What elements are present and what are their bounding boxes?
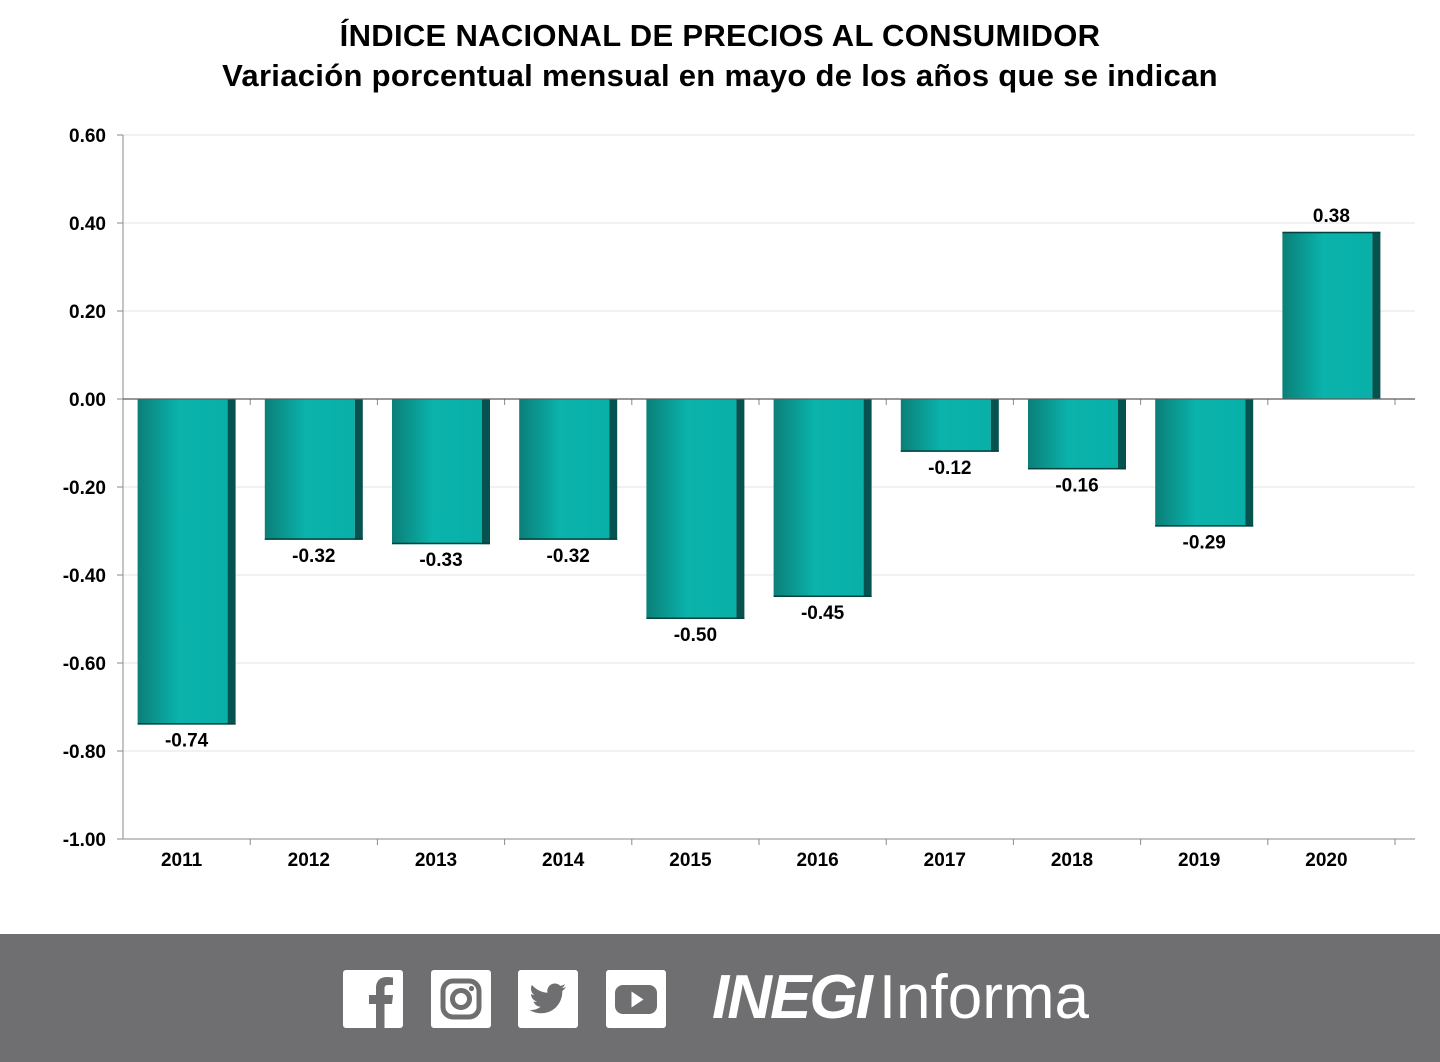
chart-subtitle: Variación porcentual mensual en mayo de …: [222, 58, 1218, 93]
chart-title: ÍNDICE NACIONAL DE PRECIOS AL CONSUMIDOR: [339, 18, 1101, 53]
bar-side: [1245, 399, 1254, 527]
bar-2017: [900, 399, 999, 452]
bar-face: [1028, 399, 1118, 470]
bar-2012: [264, 399, 363, 540]
chart-titles: ÍNDICE NACIONAL DE PRECIOS AL CONSUMIDOR…: [0, 16, 1440, 96]
x-tick-label: 2015: [669, 850, 712, 871]
bar-side: [1118, 399, 1126, 470]
bar-chart: 0.60 0.40 0.20 0.00 -0.20 -0.40 -0.60 -0.80 -1.0…: [63, 126, 1415, 871]
y-tick-label: -0.40: [63, 566, 106, 587]
bar-face: [264, 399, 355, 540]
bar-edge: [392, 542, 490, 545]
data-label: -0.32: [547, 546, 590, 567]
bar-2020: [1282, 231, 1381, 399]
data-label: -0.16: [1055, 475, 1098, 496]
bar-2018: [1028, 399, 1126, 470]
bar-2013: [392, 399, 490, 545]
bar-face: [137, 399, 228, 725]
bar-face: [900, 399, 991, 452]
y-tick-label: 0.40: [69, 214, 106, 235]
footer-bar: INEGI Informa: [0, 934, 1440, 1062]
data-label: -0.74: [165, 731, 209, 752]
bar-edge: [1155, 525, 1254, 527]
x-tick-label: 2018: [1051, 850, 1093, 871]
y-tick-label: -0.20: [63, 478, 106, 499]
data-label: 0.38: [1313, 206, 1350, 227]
y-tick-label: 0.60: [69, 126, 106, 147]
bar-side: [990, 399, 999, 452]
bar-side: [609, 399, 618, 540]
bar-edge: [137, 723, 236, 725]
bar-edge: [1282, 231, 1381, 234]
twitter-icon[interactable]: [518, 970, 578, 1028]
bar-side: [1372, 231, 1381, 399]
x-tick-label: 2019: [1178, 850, 1220, 871]
x-tick-label: 2016: [796, 850, 838, 871]
bar-edge: [646, 617, 745, 619]
youtube-icon[interactable]: [606, 970, 666, 1028]
bars: [137, 231, 1381, 725]
x-tick-label: 2020: [1305, 850, 1347, 871]
y-tick-label: -1.00: [63, 830, 106, 851]
bar-2019: [1155, 399, 1254, 527]
bar-2011: [137, 399, 236, 725]
bar-face: [773, 399, 864, 597]
y-tick-label: 0.20: [69, 302, 106, 323]
labels: 0.60 0.40 0.20 0.00 -0.20 -0.40 -0.60 -0.80 -1.0…: [63, 126, 1350, 871]
bar-face: [519, 399, 610, 540]
bar-2014: [519, 399, 618, 540]
data-label: -0.12: [928, 458, 971, 479]
bar-face: [392, 399, 482, 545]
bar-2016: [773, 399, 872, 597]
bar-edge: [264, 538, 363, 540]
bar-edge: [519, 538, 618, 540]
bar-side: [482, 399, 490, 545]
y-tick-label: -0.80: [63, 742, 106, 763]
bar-2015: [646, 399, 745, 619]
axes: [117, 134, 1415, 845]
data-label: -0.29: [1183, 533, 1226, 554]
x-tick-label: 2013: [415, 850, 457, 871]
brand-informa: Informa: [878, 963, 1090, 1032]
bar-side: [227, 399, 236, 725]
brand-inegi: INEGI: [712, 963, 873, 1032]
bar-edge: [900, 450, 999, 452]
data-label: -0.33: [419, 550, 462, 571]
bar-side: [736, 399, 745, 619]
data-label: -0.50: [674, 625, 717, 646]
bar-face: [1282, 231, 1373, 399]
bar-edge: [773, 595, 872, 597]
inegi-informa-logo: INEGI Informa: [712, 962, 1089, 1034]
bar-face: [1155, 399, 1246, 527]
data-label: -0.32: [292, 546, 335, 567]
x-tick-label: 2011: [161, 850, 203, 871]
bar-edge: [1028, 467, 1126, 470]
x-tick-label: 2012: [288, 850, 330, 871]
y-tick-label: 0.00: [69, 390, 106, 411]
data-label: -0.45: [801, 603, 845, 624]
x-tick-label: 2017: [924, 850, 966, 871]
facebook-icon[interactable]: [343, 970, 403, 1028]
bar-side: [863, 399, 872, 597]
bar-side: [354, 399, 363, 540]
instagram-icon[interactable]: [431, 970, 491, 1028]
x-tick-label: 2014: [542, 850, 585, 871]
bar-face: [646, 399, 737, 619]
y-tick-label: -0.60: [63, 654, 106, 675]
